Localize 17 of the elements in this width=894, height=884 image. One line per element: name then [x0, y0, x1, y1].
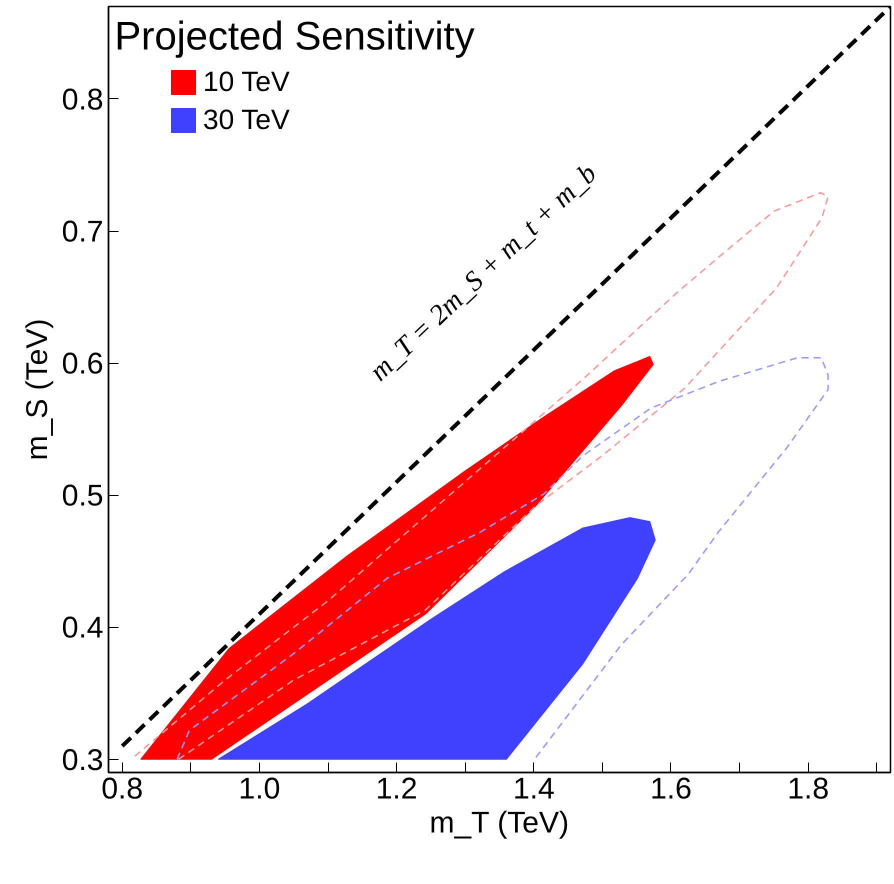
x-axis-title: m_T (TeV)	[429, 806, 569, 840]
legend-label: 30 TeV	[203, 104, 290, 136]
y-tick-label: 0.6	[62, 348, 104, 381]
y-tick-label: 0.3	[62, 744, 104, 777]
text: 1.0	[238, 772, 280, 806]
y-tick-label: 0.7	[62, 216, 104, 249]
x-tick-label: 0.8	[101, 772, 144, 806]
x-tick-label: 1.2	[376, 772, 418, 806]
y-tick-label: 0.4	[62, 612, 104, 645]
legend-label: 10 TeV	[203, 66, 290, 98]
y-tick-label: 0.5	[62, 480, 104, 513]
x-tick-label: 1.4	[512, 772, 555, 806]
x-tick-label: 1.8	[787, 772, 830, 806]
x-tick-label: 1.6	[650, 772, 692, 806]
y-axis-title: m_S (TeV)	[20, 318, 54, 460]
chart-title: Projected Sensitivity	[114, 14, 475, 58]
y-tick-label: 0.8	[62, 83, 104, 116]
